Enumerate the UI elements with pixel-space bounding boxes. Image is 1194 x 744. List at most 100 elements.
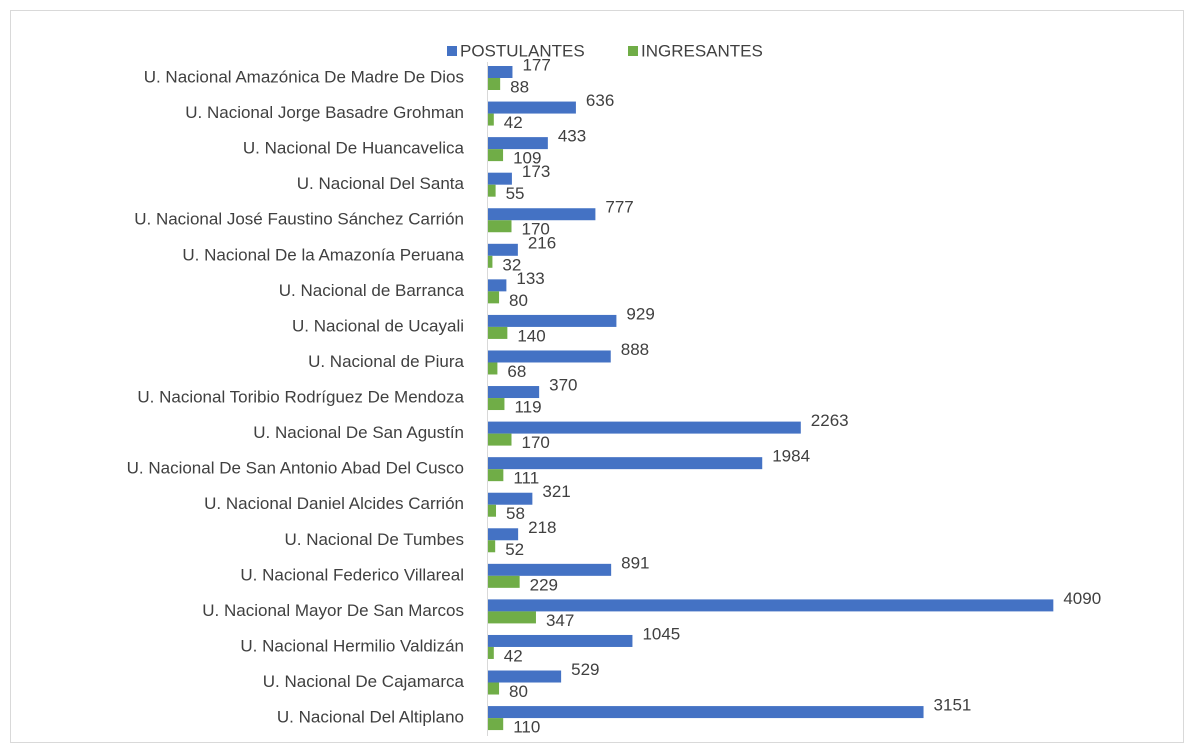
data-label: 321 [542, 482, 570, 501]
bar [488, 208, 596, 221]
bar [488, 646, 494, 659]
y-tick-label: U. Nacional de Piura [308, 352, 464, 371]
data-label: 173 [522, 162, 550, 181]
data-label: 529 [571, 660, 599, 679]
y-tick-label: U. Nacional De Cajamarca [263, 672, 465, 691]
bar [488, 350, 611, 363]
bar [488, 575, 520, 588]
y-tick-label: U. Nacional Del Santa [297, 174, 465, 193]
chart-border [10, 10, 1184, 743]
bar [488, 101, 576, 114]
data-label: 109 [513, 149, 541, 168]
data-label: 4090 [1063, 589, 1101, 608]
data-label: 218 [528, 518, 556, 537]
legend-label: POSTULANTES [460, 41, 585, 60]
bar [488, 421, 801, 434]
y-tick-label: U. Nacional Toribio Rodríguez De Mendoza [137, 388, 464, 407]
bar [488, 457, 763, 470]
data-label: 1984 [772, 447, 810, 466]
data-label: 42 [504, 113, 523, 132]
data-label: 80 [509, 291, 528, 310]
bar [488, 718, 504, 731]
bar [488, 563, 612, 576]
y-tick-label: U. Nacional Amazónica De Madre De Dios [144, 67, 464, 86]
bar [488, 682, 500, 695]
data-label: 891 [621, 553, 649, 572]
y-tick-label: U. Nacional De San Antonio Abad Del Cusc… [127, 459, 464, 478]
bar [488, 398, 505, 411]
bar [488, 113, 494, 126]
bar [488, 362, 498, 375]
y-tick-label: U. Nacional de Ucayali [292, 316, 464, 335]
bar [488, 66, 513, 78]
bar [488, 172, 512, 185]
y-tick-label: U. Nacional José Faustino Sánchez Carrió… [134, 210, 464, 229]
bar [488, 469, 504, 482]
bar [488, 314, 617, 327]
data-label: 170 [521, 433, 549, 452]
bar [488, 243, 518, 256]
data-label: 777 [605, 198, 633, 217]
data-label: 68 [507, 362, 526, 381]
data-label: 433 [558, 127, 586, 146]
bar [488, 220, 512, 233]
y-tick-label: U. Nacional De la Amazonía Peruana [182, 245, 464, 264]
data-label: 636 [586, 91, 614, 110]
bar [488, 706, 924, 719]
data-label: 216 [528, 233, 556, 252]
data-label: 32 [502, 255, 521, 274]
data-label: 58 [506, 504, 525, 523]
bar [488, 326, 508, 339]
bar [488, 255, 493, 268]
bar [488, 386, 540, 399]
data-label: 80 [509, 682, 528, 701]
y-tick-label: U. Nacional Daniel Alcides Carrión [204, 494, 464, 513]
data-label: 929 [626, 304, 654, 323]
bar [488, 670, 562, 683]
bar [488, 433, 512, 446]
y-tick-label: U. Nacional Jorge Basadre Grohman [185, 103, 464, 122]
data-label: 140 [517, 326, 545, 345]
bar [488, 599, 1054, 612]
data-label: 347 [546, 611, 574, 630]
data-label: 3151 [934, 696, 972, 715]
bar [488, 540, 496, 553]
data-label: 2263 [811, 411, 849, 430]
data-label: 111 [513, 469, 539, 488]
legend-swatch [628, 46, 638, 56]
data-label: 119 [514, 398, 541, 417]
data-label: 229 [530, 575, 558, 594]
y-tick-label: U. Nacional Del Altiplano [277, 708, 464, 727]
bar [488, 492, 533, 505]
data-label: 370 [549, 376, 577, 395]
bar [488, 78, 501, 90]
data-label: 888 [621, 340, 649, 359]
y-tick-label: U. Nacional Mayor De San Marcos [202, 601, 464, 620]
data-label: 177 [522, 55, 550, 74]
bar [488, 504, 497, 517]
bar [488, 137, 548, 150]
bar [488, 291, 500, 304]
bar [488, 184, 496, 197]
data-label: 52 [505, 540, 524, 559]
data-label: 110 [513, 718, 540, 737]
y-tick-label: U. Nacional Hermilio Valdizán [240, 636, 464, 655]
data-label: 170 [521, 220, 549, 239]
data-label: 133 [516, 269, 544, 288]
bar [488, 611, 536, 624]
bar [488, 634, 633, 647]
y-tick-label: U. Nacional De Huancavelica [243, 139, 465, 158]
data-label: 1045 [642, 624, 680, 643]
bar [488, 279, 507, 292]
data-label: 88 [510, 77, 529, 96]
y-tick-label: U. Nacional De Tumbes [284, 530, 464, 549]
legend-swatch [447, 46, 457, 56]
legend-label: INGRESANTES [641, 41, 763, 60]
data-label: 55 [506, 184, 525, 203]
bar [488, 149, 504, 162]
data-label: 42 [504, 646, 523, 665]
bar [488, 528, 519, 541]
y-tick-label: U. Nacional De San Agustín [253, 423, 464, 442]
